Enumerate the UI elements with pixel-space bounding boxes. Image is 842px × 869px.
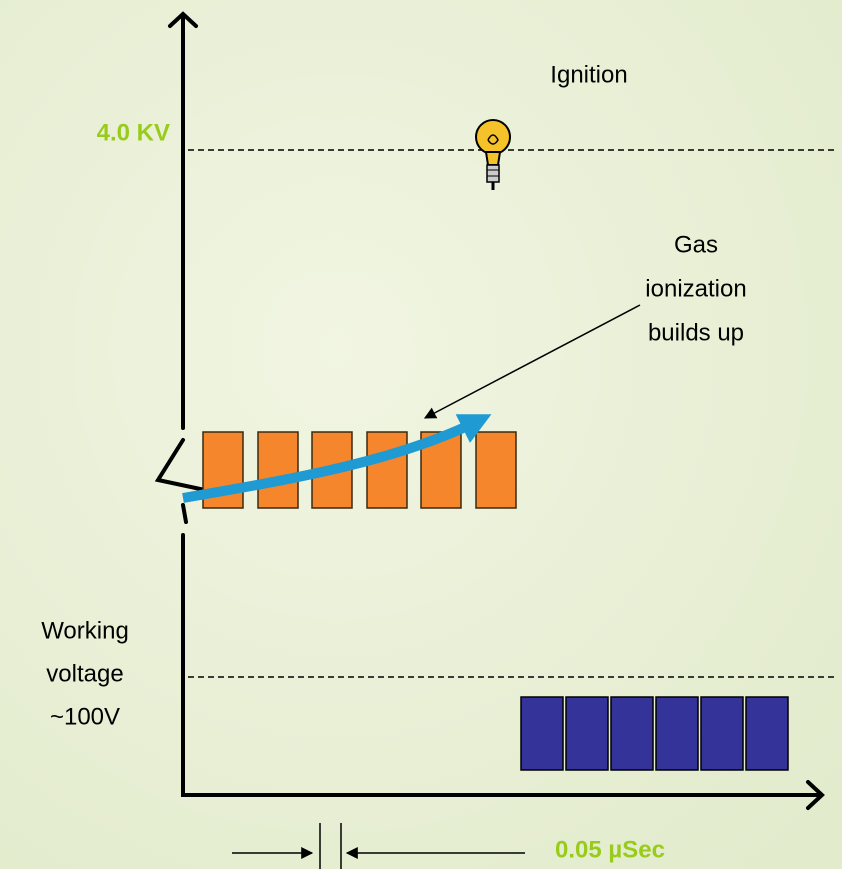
bulb-icon — [475, 119, 511, 190]
working-pulses — [520, 696, 789, 771]
axes — [154, 11, 825, 810]
ionization-line: Gas — [674, 231, 718, 258]
interval-label: 0.05 µSec — [555, 836, 665, 863]
working-voltage-line: voltage — [46, 660, 123, 687]
pointer-arrow — [423, 304, 641, 419]
interval-marker — [232, 823, 525, 869]
ionization-pulses — [202, 431, 517, 509]
high-voltage-label: 4.0 KV — [97, 119, 170, 146]
working-voltage-line: ~100V — [50, 703, 120, 730]
ionization-line: builds up — [648, 319, 744, 346]
ignition-label: Ignition — [550, 61, 627, 88]
ionization-line: ionization — [645, 275, 746, 302]
working-voltage-line: Working — [41, 617, 129, 644]
ionization-curve — [182, 414, 492, 503]
